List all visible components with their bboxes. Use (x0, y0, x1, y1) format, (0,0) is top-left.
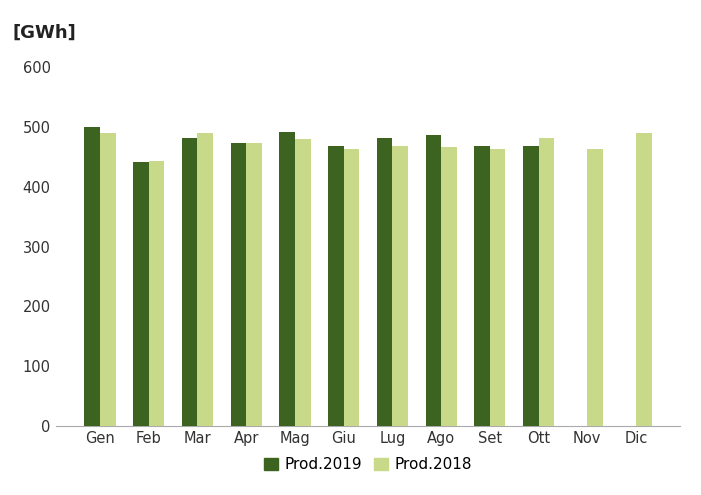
Bar (133, 162, 149, 426)
Bar (279, 132, 295, 426)
Bar (246, 143, 261, 426)
Bar (328, 146, 343, 426)
Bar (100, 133, 116, 426)
Bar (149, 161, 164, 426)
Legend: Prod.2019, Prod.2018: Prod.2019, Prod.2018 (259, 451, 477, 478)
Bar (587, 148, 603, 426)
Bar (475, 146, 490, 426)
Bar (84, 127, 100, 426)
Bar (441, 147, 457, 426)
Bar (343, 149, 359, 426)
Bar (523, 146, 538, 426)
Bar (538, 139, 554, 426)
Bar (426, 135, 441, 426)
Bar (182, 138, 198, 426)
Bar (393, 146, 408, 426)
Bar (231, 143, 246, 426)
Bar (295, 139, 311, 426)
Text: [GWh]: [GWh] (13, 24, 76, 42)
Bar (377, 139, 393, 426)
Bar (490, 149, 505, 426)
Bar (636, 133, 652, 426)
Bar (198, 133, 213, 426)
